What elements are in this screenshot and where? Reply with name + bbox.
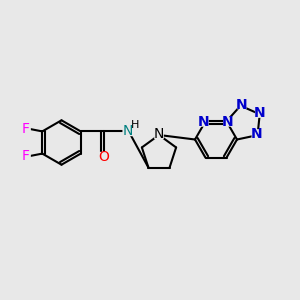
Text: N: N [254, 106, 266, 120]
FancyBboxPatch shape [122, 127, 135, 136]
FancyBboxPatch shape [223, 117, 233, 127]
FancyBboxPatch shape [21, 151, 31, 161]
Text: O: O [99, 150, 110, 164]
FancyBboxPatch shape [251, 129, 261, 139]
Text: N: N [236, 98, 248, 112]
Text: F: F [22, 122, 30, 136]
FancyBboxPatch shape [237, 100, 247, 109]
Text: N: N [198, 115, 210, 129]
FancyBboxPatch shape [21, 124, 31, 134]
FancyBboxPatch shape [255, 108, 265, 118]
Text: N: N [222, 115, 234, 129]
Text: N: N [154, 128, 164, 141]
Text: H: H [130, 120, 139, 130]
Text: F: F [22, 149, 30, 163]
FancyBboxPatch shape [154, 130, 164, 139]
Text: N: N [250, 127, 262, 141]
FancyBboxPatch shape [199, 117, 209, 127]
Text: N: N [122, 124, 133, 138]
FancyBboxPatch shape [99, 152, 109, 161]
